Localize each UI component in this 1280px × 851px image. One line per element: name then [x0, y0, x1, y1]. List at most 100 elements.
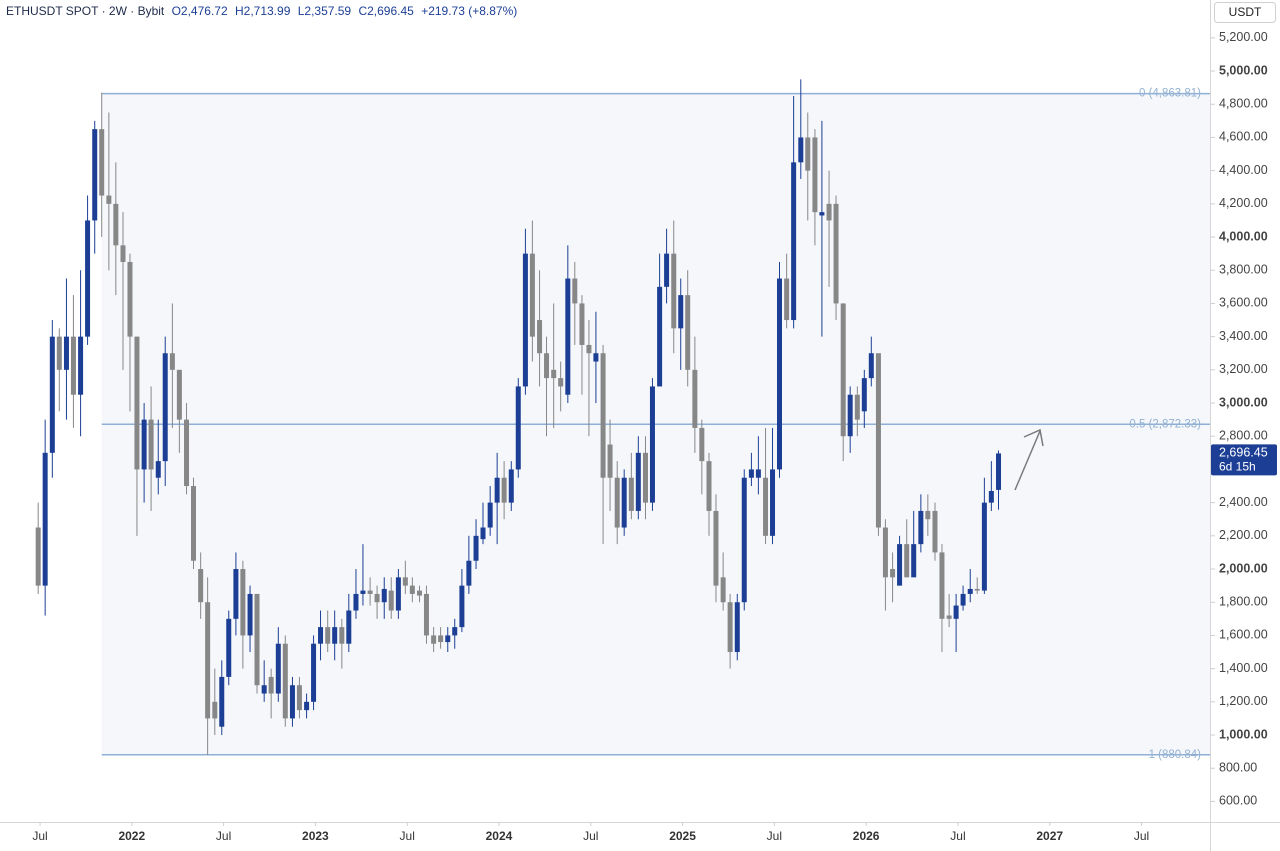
- y-tick-label: 1,000.00: [1219, 727, 1268, 741]
- candle-body: [854, 394, 860, 420]
- candle-body: [586, 344, 592, 354]
- candle-body: [607, 444, 613, 478]
- candle-body: [395, 577, 401, 611]
- symbol: ETHUSDT SPOT · 2W · Bybit: [6, 4, 165, 18]
- candle-body: [508, 469, 514, 503]
- candle-body: [445, 635, 451, 643]
- candle-body: [409, 585, 415, 594]
- candle-body: [770, 469, 776, 536]
- y-tick-label: 2,200.00: [1219, 528, 1268, 542]
- candle-body: [734, 602, 740, 653]
- y-tick-label: 4,800.00: [1219, 97, 1268, 111]
- candle-body: [713, 510, 719, 586]
- candle-body: [727, 602, 733, 653]
- candle-body: [494, 477, 500, 503]
- x-tick-label: Jul: [1134, 829, 1149, 843]
- y-tick-label: 2,000.00: [1219, 561, 1268, 575]
- candle-body: [805, 137, 811, 171]
- currency-button[interactable]: [1214, 2, 1276, 23]
- high-label: H2,713.99: [235, 4, 291, 18]
- candle-body: [56, 336, 62, 370]
- candle-body: [212, 701, 218, 719]
- candle-body: [868, 353, 874, 379]
- arrow-head: [1023, 428, 1044, 447]
- candle-body: [918, 510, 924, 545]
- x-tick-label: 2027: [1036, 829, 1063, 843]
- candle-body: [127, 261, 133, 337]
- candle-body: [487, 502, 493, 528]
- candle-body: [593, 353, 599, 362]
- currency-label: USDT: [1229, 5, 1262, 19]
- candle-body: [572, 278, 578, 304]
- candle-body: [438, 635, 444, 643]
- legend-header: ETHUSDT SPOT · 2W · Bybit O2,476.72 H2,7…: [6, 4, 517, 18]
- candle-body: [522, 253, 528, 387]
- y-tick-label: 1,200.00: [1219, 694, 1268, 708]
- candle-body: [282, 643, 288, 719]
- candle-body: [642, 452, 648, 503]
- candle-body: [882, 527, 888, 578]
- candle-body: [473, 535, 479, 561]
- x-tick-label: Jul: [767, 829, 782, 843]
- candle-body: [452, 627, 458, 636]
- candle-body: [113, 203, 119, 246]
- y-tick-label: 800.00: [1219, 761, 1257, 775]
- x-tick-label: Jul: [950, 829, 965, 843]
- candle-body: [289, 685, 295, 719]
- candle-body: [826, 203, 832, 221]
- candle-body: [974, 588, 980, 591]
- candle-body: [134, 336, 140, 470]
- candle-body: [42, 452, 48, 586]
- candle-body: [219, 676, 225, 727]
- y-tick-label: 3,400.00: [1219, 329, 1268, 343]
- candle-body: [897, 544, 903, 586]
- open-label: O2,476.72: [172, 4, 228, 18]
- x-tick-label: 2025: [669, 829, 696, 843]
- arrow-shaft: [1014, 430, 1041, 491]
- candle-body: [699, 427, 705, 462]
- fib-label: 1 (880.84): [1149, 749, 1202, 761]
- candle-body: [755, 469, 761, 478]
- candle-body: [99, 129, 105, 196]
- y-tick-label: 4,000.00: [1219, 229, 1268, 243]
- change-label: +219.73 (+8.87%): [421, 4, 517, 18]
- candle-body: [692, 369, 698, 428]
- candle-body: [360, 590, 366, 594]
- y-tick-label: 1,800.00: [1219, 595, 1268, 609]
- x-tick-label: Jul: [583, 829, 598, 843]
- y-tick-label: 3,600.00: [1219, 296, 1268, 310]
- candle-body: [184, 419, 190, 487]
- candle-body: [763, 477, 769, 536]
- candle-body: [296, 685, 302, 711]
- candle-body: [706, 461, 712, 511]
- y-tick-label: 3,000.00: [1219, 395, 1268, 409]
- candle-body: [325, 627, 331, 644]
- y-tick-label: 2,400.00: [1219, 495, 1268, 509]
- candle-body: [720, 577, 726, 603]
- candle-body: [381, 588, 387, 603]
- candle-body: [353, 593, 359, 611]
- candle-body: [261, 685, 267, 694]
- y-tick-label: 3,800.00: [1219, 263, 1268, 277]
- candle-body: [544, 353, 550, 379]
- x-tick-label: 2024: [486, 829, 513, 843]
- candle-body: [558, 378, 564, 387]
- candle-body: [480, 527, 486, 540]
- candle-body: [911, 544, 917, 578]
- candle-body: [275, 643, 281, 694]
- candle-body: [162, 353, 168, 462]
- fib-layer: 0 (4,863.81) 0.5 (2,872.33) 1 (880.84): [101, 88, 1211, 761]
- candle-body: [953, 605, 959, 619]
- candle-body: [367, 590, 373, 594]
- y-tick-label: 4,600.00: [1219, 130, 1268, 144]
- x-tick-label: Jul: [400, 829, 415, 843]
- candle-body: [346, 610, 352, 644]
- y-tick-label: 2,800.00: [1219, 429, 1268, 443]
- candle-body: [254, 593, 260, 686]
- candle-body: [939, 552, 945, 619]
- candle-body: [981, 502, 987, 591]
- candle-body: [685, 295, 691, 370]
- currency-box[interactable]: USDT: [1214, 2, 1276, 23]
